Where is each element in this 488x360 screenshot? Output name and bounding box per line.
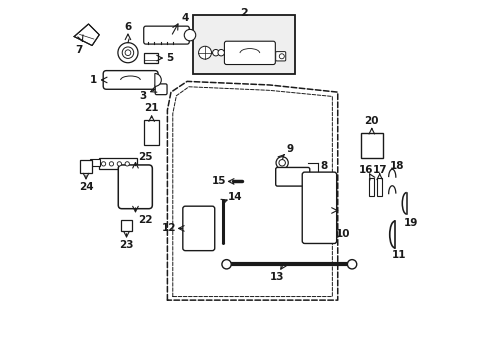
FancyBboxPatch shape bbox=[224, 41, 275, 64]
Text: 2: 2 bbox=[240, 8, 247, 18]
FancyBboxPatch shape bbox=[118, 165, 152, 209]
Text: 12: 12 bbox=[162, 224, 176, 233]
Text: 11: 11 bbox=[391, 250, 405, 260]
Circle shape bbox=[276, 157, 287, 169]
Text: 4: 4 bbox=[181, 13, 189, 23]
Circle shape bbox=[222, 260, 231, 269]
Circle shape bbox=[125, 50, 131, 55]
Polygon shape bbox=[74, 24, 99, 45]
Circle shape bbox=[212, 49, 219, 56]
Text: 24: 24 bbox=[79, 182, 93, 192]
Text: 5: 5 bbox=[166, 53, 174, 63]
FancyBboxPatch shape bbox=[155, 84, 167, 95]
Bar bbox=[99, 158, 137, 169]
FancyBboxPatch shape bbox=[143, 26, 189, 44]
Bar bbox=[121, 220, 132, 231]
Text: 17: 17 bbox=[372, 165, 386, 175]
Text: 10: 10 bbox=[335, 229, 349, 239]
Text: 7: 7 bbox=[75, 45, 82, 55]
FancyBboxPatch shape bbox=[275, 51, 285, 61]
Circle shape bbox=[118, 42, 138, 63]
Circle shape bbox=[279, 54, 284, 59]
FancyBboxPatch shape bbox=[183, 206, 214, 251]
Text: 3: 3 bbox=[139, 91, 146, 101]
Circle shape bbox=[278, 159, 285, 166]
Text: 19: 19 bbox=[403, 218, 418, 228]
FancyBboxPatch shape bbox=[103, 71, 158, 89]
FancyBboxPatch shape bbox=[275, 167, 309, 186]
Text: 23: 23 bbox=[119, 240, 134, 250]
Circle shape bbox=[198, 46, 211, 59]
Text: 13: 13 bbox=[269, 272, 284, 282]
Text: 6: 6 bbox=[124, 22, 131, 32]
Circle shape bbox=[101, 162, 105, 166]
Text: 1: 1 bbox=[90, 75, 97, 85]
Circle shape bbox=[125, 162, 129, 166]
Bar bbox=[80, 160, 92, 173]
Text: 14: 14 bbox=[227, 192, 242, 202]
Bar bbox=[89, 159, 100, 166]
Bar bbox=[368, 178, 373, 197]
Circle shape bbox=[346, 260, 356, 269]
Text: 15: 15 bbox=[212, 176, 226, 186]
Circle shape bbox=[117, 162, 121, 166]
Text: 18: 18 bbox=[389, 161, 404, 171]
Circle shape bbox=[184, 30, 195, 41]
Text: 16: 16 bbox=[358, 165, 372, 175]
Circle shape bbox=[109, 162, 113, 166]
Text: 22: 22 bbox=[138, 215, 152, 225]
Bar bbox=[144, 53, 158, 63]
Bar bbox=[376, 178, 382, 197]
Bar bbox=[360, 133, 382, 158]
Text: 9: 9 bbox=[286, 144, 293, 154]
Circle shape bbox=[122, 47, 133, 58]
Text: 20: 20 bbox=[364, 116, 378, 126]
Text: 25: 25 bbox=[138, 152, 152, 162]
Circle shape bbox=[218, 49, 224, 56]
FancyBboxPatch shape bbox=[302, 172, 336, 243]
Text: 8: 8 bbox=[320, 161, 327, 171]
Bar bbox=[192, 15, 294, 74]
Bar bbox=[144, 121, 159, 145]
Wedge shape bbox=[155, 73, 161, 86]
Text: 21: 21 bbox=[144, 103, 159, 113]
